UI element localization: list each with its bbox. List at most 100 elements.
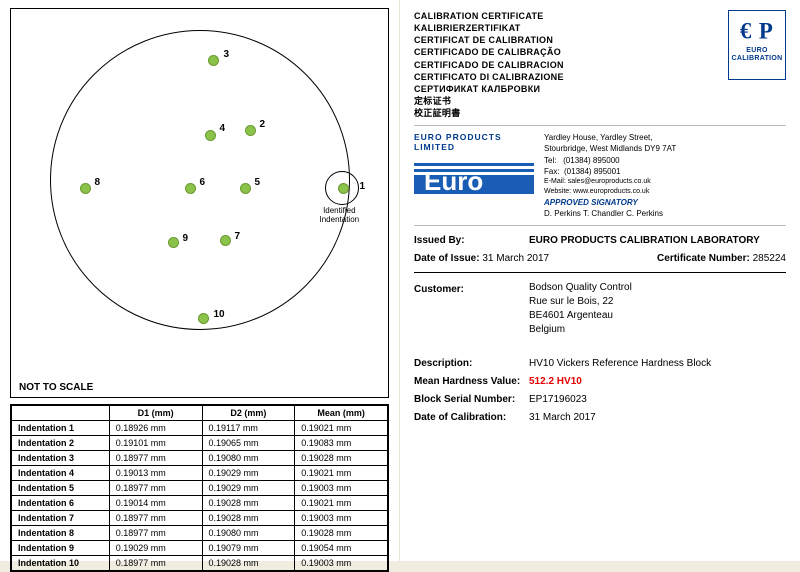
indentation-dot [80,183,91,194]
indentation-dot [208,55,219,66]
table-cell: 0.19080 mm [202,451,295,466]
cert-title-line: CERTIFICATO DI CALIBRAZIONE [414,71,564,83]
table-row: Indentation 40.19013 mm0.19029 mm0.19021… [12,466,388,481]
table-cell: 0.19029 mm [202,466,295,481]
cert-title-line: 定标证书 [414,95,564,107]
approved-signatory: APPROVED SIGNATORY [544,197,676,208]
euro-logo: EURO PRODUCTS LIMITED Euro [414,132,534,219]
indentation-dot [205,130,216,141]
identified-ring [325,171,359,205]
indentation-dot [185,183,196,194]
table-cell: 0.19021 mm [295,421,388,436]
table-row: Indentation 100.18977 mm0.19028 mm0.1900… [12,556,388,571]
indentation-dot-label: 6 [200,177,206,188]
indentation-dot-label: 8 [95,177,101,188]
table-cell: 0.19013 mm [109,466,202,481]
indentation-dot [220,235,231,246]
indentation-dot-label: 4 [220,123,226,134]
table-cell: 0.19080 mm [202,526,295,541]
description-value: HV10 Vickers Reference Hardness Block [529,355,786,373]
fax-label: Fax: [544,167,560,176]
table-cell: 0.19029 mm [109,541,202,556]
table-row: Indentation 30.18977 mm0.19080 mm0.19028… [12,451,388,466]
logo-text-calibration: CALIBRATION [729,55,785,63]
email-value: sales@europroducts.co.uk [568,178,651,185]
table-cell: 0.18977 mm [109,511,202,526]
date-issue-label: Date of Issue: [414,253,480,264]
table-header: D2 (mm) [202,406,295,421]
description-label: Description: [414,355,529,373]
website-value: www.europroducts.co.uk [573,188,649,195]
table-cell: Indentation 2 [12,436,110,451]
table-cell: 0.19003 mm [295,511,388,526]
table-cell: 0.19028 mm [202,511,295,526]
tel-label: Tel: [544,156,556,165]
mean-hardness-label: Mean Hardness Value: [414,373,529,391]
table-cell: Indentation 4 [12,466,110,481]
table-cell: 0.19028 mm [295,451,388,466]
table-cell: Indentation 6 [12,496,110,511]
signatories: D. Perkins T. Chandler C. Perkins [544,208,676,219]
address-line: Yardley House, Yardley Street, [544,132,676,143]
issued-by-value: EURO PRODUCTS CALIBRATION LABORATORY [529,232,786,250]
table-header [12,406,110,421]
indentation-dot-label: 1 [360,181,366,192]
table-row: Indentation 10.18926 mm0.19117 mm0.19021… [12,421,388,436]
table-cell: 0.18926 mm [109,421,202,436]
table-header: D1 (mm) [109,406,202,421]
table-cell: Indentation 9 [12,541,110,556]
cert-title-line: CERTIFICADO DE CALIBRACION [414,59,564,71]
table-row: Indentation 80.18977 mm0.19080 mm0.19028… [12,526,388,541]
company-block: EURO PRODUCTS LIMITED Euro Yardley House… [414,132,786,226]
right-page: CALIBRATION CERTIFICATEKALIBRIERZERTIFIK… [400,0,800,561]
customer-label: Customer: [414,281,529,299]
address-line: Stourbridge, West Midlands DY9 7AT [544,143,676,154]
cal-date-value: 31 March 2017 [529,409,786,427]
date-issue-value: 31 March 2017 [482,253,549,264]
cal-date-label: Date of Calibration: [414,409,529,427]
table-row: Indentation 60.19014 mm0.19028 mm0.19021… [12,496,388,511]
table-cell: 0.19021 mm [295,466,388,481]
customer-value: Bodson Quality ControlRue sur le Bois, 2… [529,281,786,337]
cert-num-value: 285224 [753,253,786,264]
table-cell: 0.19028 mm [202,496,295,511]
table-cell: 0.19079 mm [202,541,295,556]
table-cell: 0.19028 mm [295,526,388,541]
not-to-scale-label: NOT TO SCALE [19,382,93,393]
cert-title-line: CALIBRATION CERTIFICATE [414,10,564,22]
cert-num-label: Certificate Number: [657,253,750,264]
customer-line: Rue sur le Bois, 22 [529,295,786,309]
table-row: Indentation 70.18977 mm0.19028 mm0.19003… [12,511,388,526]
cert-title-line: KALIBRIERZERTIFIKAT [414,22,564,34]
indentation-dot [198,313,209,324]
measurements-table-wrap: D1 (mm)D2 (mm)Mean (mm) Indentation 10.1… [10,404,389,572]
table-cell: 0.19003 mm [295,481,388,496]
euro-wordmark-icon: Euro [414,152,534,202]
website-label: Website: [544,188,571,195]
ep-logo: € P EURO CALIBRATION [728,10,786,80]
company-name: EURO PRODUCTS LIMITED [414,132,534,152]
table-header: Mean (mm) [295,406,388,421]
identified-label: IdentifiedIndentation [320,207,360,225]
cert-title-line: CERTIFICAT DE CALIBRATION [414,34,564,46]
serial-label: Block Serial Number: [414,391,529,409]
table-cell: 0.18977 mm [109,526,202,541]
indentation-dot-label: 9 [183,233,189,244]
table-cell: 0.19028 mm [202,556,295,571]
logo-text-euro: EURO [729,47,785,55]
svg-text:Euro: Euro [424,166,483,196]
table-cell: 0.19014 mm [109,496,202,511]
indentation-dot [245,125,256,136]
serial-value: EP17196023 [529,391,786,409]
indentation-dot-label: 3 [224,49,230,60]
table-cell: 0.18977 mm [109,556,202,571]
mean-hardness-value: 512.2 HV10 [529,373,786,391]
customer-line: BE4601 Argenteau [529,309,786,323]
indentation-diagram: 12345678910 IdentifiedIndentation [30,15,370,345]
certificate-titles: CALIBRATION CERTIFICATEKALIBRIERZERTIFIK… [414,10,564,119]
header-block: CALIBRATION CERTIFICATEKALIBRIERZERTIFIK… [414,10,786,126]
table-cell: Indentation 10 [12,556,110,571]
fax-value: (01384) 895001 [564,167,621,176]
customer-line: Bodson Quality Control [529,281,786,295]
table-cell: 0.19029 mm [202,481,295,496]
